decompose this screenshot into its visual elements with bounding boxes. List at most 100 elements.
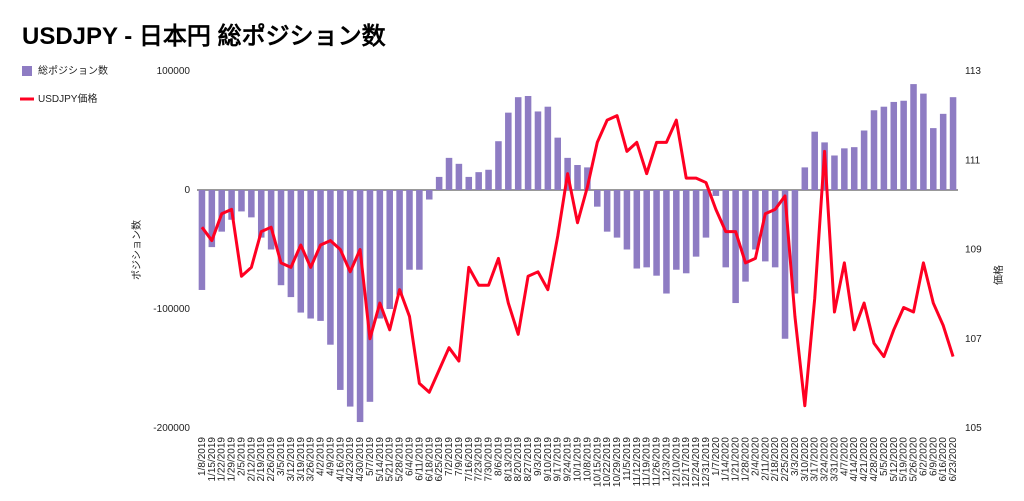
bar: [682, 190, 690, 274]
x-tick-label: 5/19/2020: [899, 437, 910, 482]
bar: [495, 141, 502, 190]
x-tick-label: 2/12/2019: [246, 437, 257, 482]
bar: [771, 190, 779, 268]
bar: [880, 106, 888, 190]
bar: [860, 130, 868, 190]
x-tick-label: 4/14/2020: [849, 437, 860, 482]
x-tick-label: 6/18/2019: [424, 437, 435, 482]
legend-swatch: [22, 66, 32, 76]
x-tick-label: 3/5/2019: [276, 437, 287, 476]
bar: [702, 190, 710, 238]
x-tick-label: 1/8/2019: [197, 437, 208, 476]
bar: [425, 190, 433, 200]
x-tick-label: 5/12/2020: [889, 437, 900, 482]
x-tick-label: 7/9/2019: [454, 437, 465, 476]
bar: [673, 190, 680, 270]
y-tick-label: -100000: [153, 304, 190, 315]
bar: [198, 190, 206, 290]
bar: [287, 190, 295, 298]
bar: [752, 190, 759, 250]
x-tick-label: 10/29/2019: [612, 437, 623, 487]
x-tick-label: 6/25/2019: [434, 437, 445, 482]
x-tick-label: 2/4/2020: [750, 437, 761, 476]
x-tick-label: 4/23/2019: [345, 437, 356, 482]
bar: [811, 131, 818, 190]
x-tick-label: 11/5/2019: [622, 437, 633, 481]
x-tick-label: 3/19/2019: [296, 437, 307, 482]
x-tick-label: 11/12/2019: [632, 437, 643, 487]
bar: [505, 112, 512, 190]
bar: [327, 190, 334, 345]
bar: [228, 190, 235, 220]
bar: [633, 190, 641, 269]
bar: [712, 190, 720, 196]
bar: [445, 157, 453, 190]
x-tick-label: 8/6/2019: [493, 437, 504, 476]
bar: [930, 128, 937, 190]
bar: [346, 190, 354, 407]
x-tick-label: 6/16/2020: [938, 437, 949, 482]
bar: [465, 176, 473, 190]
bar: [870, 110, 878, 190]
x-tick-label: 7/23/2019: [474, 437, 485, 482]
bar: [396, 190, 403, 295]
x-tick-label: 3/12/2019: [286, 437, 297, 482]
x-tick-label: 3/10/2020: [800, 437, 811, 482]
x-tick-label: 12/10/2019: [671, 437, 682, 487]
y2-tick-label: 111: [965, 155, 981, 166]
x-tick-label: 6/4/2019: [404, 437, 415, 476]
bar: [890, 101, 898, 190]
x-tick-label: 3/3/2020: [790, 437, 801, 476]
x-tick-label: 1/29/2019: [227, 437, 238, 482]
legend-label: USDJPY価格: [38, 92, 97, 105]
bar: [218, 190, 225, 232]
x-tick-label: 4/7/2020: [839, 437, 850, 476]
y2-tick-label: 113: [965, 66, 981, 77]
bar: [435, 176, 443, 190]
x-tick-label: 9/24/2019: [563, 437, 574, 482]
x-tick-label: 1/7/2020: [711, 437, 722, 476]
x-tick-label: 6/2/2020: [918, 437, 929, 476]
x-tick-label: 12/3/2019: [661, 437, 672, 482]
x-tick-label: 2/26/2019: [266, 437, 277, 482]
y-tick-label: 100000: [157, 66, 191, 77]
bar: [416, 190, 423, 270]
y2-tick-label: 107: [965, 334, 982, 345]
bar: [514, 97, 522, 190]
bar: [663, 190, 670, 294]
x-tick-label: 6/11/2019: [414, 437, 425, 481]
bar: [732, 190, 739, 304]
x-tick-label: 9/3/2019: [533, 437, 544, 476]
x-tick-label: 11/19/2019: [642, 437, 653, 487]
bar: [653, 190, 660, 276]
x-tick-label: 3/17/2020: [810, 437, 821, 482]
bar: [317, 190, 324, 321]
bar: [277, 190, 285, 286]
x-tick-label: 2/19/2019: [256, 437, 267, 482]
y-tick-label: 0: [184, 185, 190, 196]
x-tick-label: 4/30/2019: [355, 437, 366, 482]
x-tick-label: 1/14/2020: [721, 437, 732, 482]
bar: [584, 167, 591, 190]
x-tick-label: 6/23/2020: [948, 437, 959, 482]
x-tick-label: 7/16/2019: [464, 437, 475, 482]
x-tick-label: 5/28/2019: [395, 437, 406, 482]
chart-title: USDJPY - 日本円 総ポジション数: [22, 22, 387, 50]
bar: [742, 190, 749, 282]
bar: [485, 169, 492, 190]
bar: [297, 190, 305, 313]
x-tick-label: 12/24/2019: [691, 437, 702, 487]
y2-tick-label: 109: [965, 245, 982, 256]
bar: [248, 190, 255, 218]
bar: [762, 190, 769, 262]
line: [200, 114, 955, 408]
x-tick-label: 8/27/2019: [523, 437, 534, 482]
x-tick-label: 5/5/2020: [879, 437, 890, 476]
x-tick-label: 2/11/2020: [760, 437, 771, 481]
bar: [257, 190, 265, 238]
bar: [603, 190, 611, 232]
y-axis-title: ポジション数: [130, 220, 143, 280]
bar: [208, 190, 216, 248]
bar: [623, 190, 631, 250]
